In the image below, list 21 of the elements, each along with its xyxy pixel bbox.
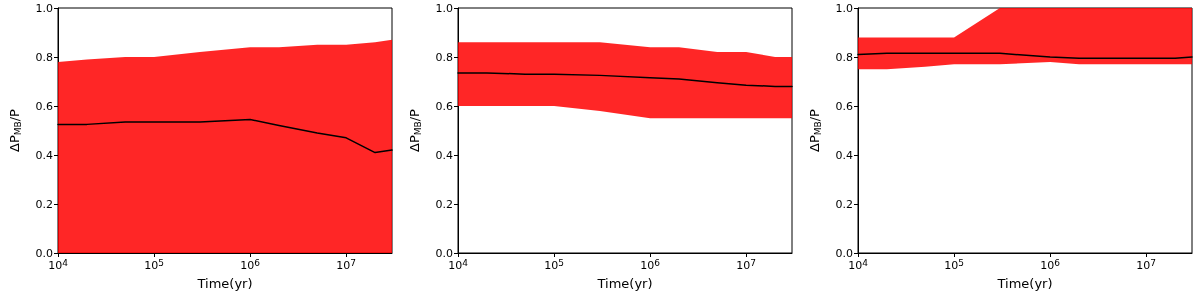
y-tick-label: 0.4 (835, 148, 853, 162)
y-tick-label: 0.0 (35, 246, 53, 260)
y-tick-label: 0.0 (435, 246, 453, 260)
y-tick-label: 0.6 (35, 99, 53, 113)
x-axis-title: Time(yr) (596, 276, 653, 291)
y-tick-label: 0.8 (835, 50, 853, 64)
y-tick-label: 0.6 (835, 99, 853, 113)
y-tick-label: 1.0 (35, 1, 53, 15)
y-tick-label: 1.0 (435, 1, 453, 15)
y-tick-label: 0.4 (35, 148, 53, 162)
y-tick-label: 0.2 (435, 197, 453, 211)
y-tick-label: 0.2 (835, 197, 853, 211)
y-tick-label: 0.8 (435, 50, 453, 64)
x-axis-title: Time(yr) (996, 276, 1053, 291)
y-tick-label: 0.2 (35, 197, 53, 211)
y-tick-label: 0.4 (435, 148, 453, 162)
x-axis-title: Time(yr) (196, 276, 253, 291)
y-tick-label: 0.0 (835, 246, 853, 260)
y-tick-label: 0.8 (35, 50, 53, 64)
y-tick-label: 1.0 (835, 1, 853, 15)
y-tick-label: 0.6 (435, 99, 453, 113)
